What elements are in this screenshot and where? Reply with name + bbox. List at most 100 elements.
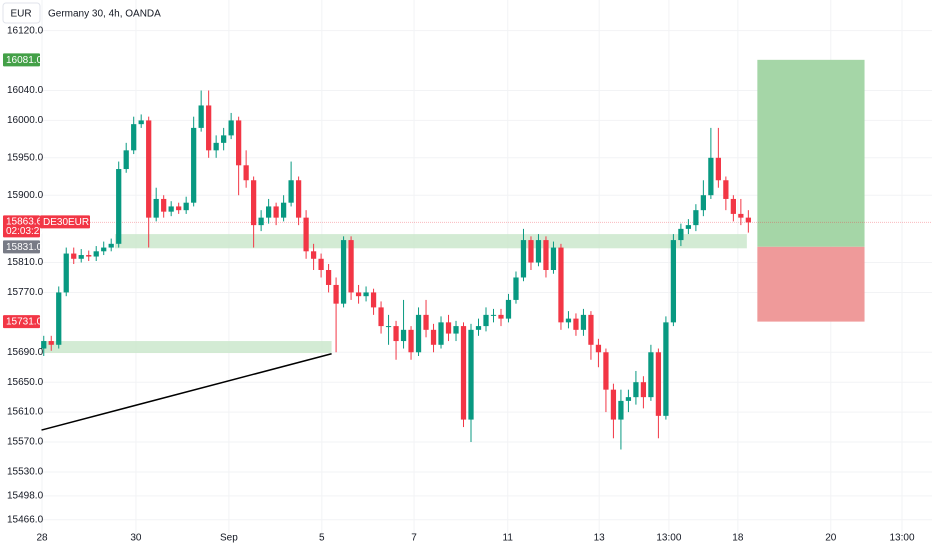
candle-body [610,389,617,420]
candle-body [625,397,632,401]
y-tick-label: 16000.0 [7,115,44,126]
x-tick-label: 13:00 [656,533,681,544]
candle-body [730,198,736,214]
candle-body [708,157,714,196]
y-tick-label: 15650.0 [7,377,44,388]
y-tick-label: 15498.0 [7,491,44,502]
x-tick-label: Sep [220,533,238,544]
y-tick-label: 15810.0 [7,257,44,268]
candle-body [550,247,557,270]
candle-body [370,292,377,308]
candle-body [355,292,362,297]
candle-body [198,105,204,128]
candle-body [483,314,489,327]
time-axis [0,540,932,550]
candle-body [408,329,414,353]
candle-body [108,243,114,248]
candle-body [445,322,452,334]
candle-body [490,314,497,316]
candle-body [176,206,182,211]
candle-body [86,255,92,257]
candle-body [663,322,669,416]
current-price-tag [3,215,40,238]
profit-zone [757,59,865,247]
candle-body [116,169,122,244]
chart-title: Germany 30, 4h, OANDA [48,9,161,20]
price-tag [3,53,40,67]
currency-box [2,2,41,24]
candle-body [565,318,572,323]
candle-body [213,142,219,151]
candle-body [633,382,639,398]
candle-body [603,352,609,390]
candle-body [340,240,347,304]
candle-body [595,344,602,353]
candle-body [505,299,512,319]
support-zone [114,234,747,249]
y-tick-label: 15570.0 [7,437,44,448]
current-price-label: 15863.6 [6,217,43,228]
candle-body [71,253,77,259]
candle-body [513,277,519,300]
candle-body [423,314,429,330]
x-tick-label: 30 [130,533,142,544]
candle-body [655,352,662,416]
candle-body [543,240,549,270]
x-tick-label: 20 [825,533,837,544]
y-tick-label: 15950.0 [7,152,44,163]
candle-body [528,240,534,263]
candle-body [138,120,144,125]
candle-body [385,326,392,328]
candle-body [310,251,317,259]
x-tick-label: 13:00 [890,533,915,544]
candle-body [588,314,594,345]
candle-body [56,292,62,345]
support-zone [41,341,332,354]
candle-body [48,341,54,345]
price-tag-label: 16081.0 [6,55,43,66]
candle-body [498,314,504,319]
symbol-label: DE30EUR [43,217,89,228]
y-tick-label: 15770.0 [7,287,44,298]
y-tick-label: 15466.0 [7,514,44,525]
candle-body [303,217,309,252]
candle-body [648,352,654,398]
candle-body [153,198,159,218]
countdown: 02:03:27 [6,226,45,237]
candle-body [258,217,264,226]
symbol-tag [40,215,90,229]
x-tick-label: 7 [411,533,417,544]
candle-body [430,329,437,345]
y-tick-label: 16120.0 [7,25,44,36]
candle-body [123,150,129,170]
candle-body [363,292,369,297]
candle-body [161,198,167,212]
candle-body [236,120,242,166]
y-tick-label: 15530.0 [7,467,44,478]
candle-body [460,326,467,420]
y-tick-label: 15690.0 [7,347,44,358]
x-tick-label: 5 [319,533,325,544]
candle-body [685,225,692,229]
candle-body [146,120,152,218]
candle-body [295,180,302,218]
candle-body [206,105,212,151]
candle-body [183,202,189,211]
candle-body [318,258,324,270]
candle-body [101,247,107,252]
candle-body [280,202,287,218]
candle-body [78,255,84,259]
x-tick-label: 28 [36,533,48,544]
candle-body [273,206,279,218]
candle-body [393,326,399,342]
trendline [41,353,332,431]
candle-body [520,240,527,278]
candle-body [325,270,332,285]
candle-body [558,247,564,323]
candle-body [745,217,751,223]
price-tag-label: 15831.0 [6,242,43,253]
candle-body [348,240,354,293]
candle-body [228,120,234,136]
